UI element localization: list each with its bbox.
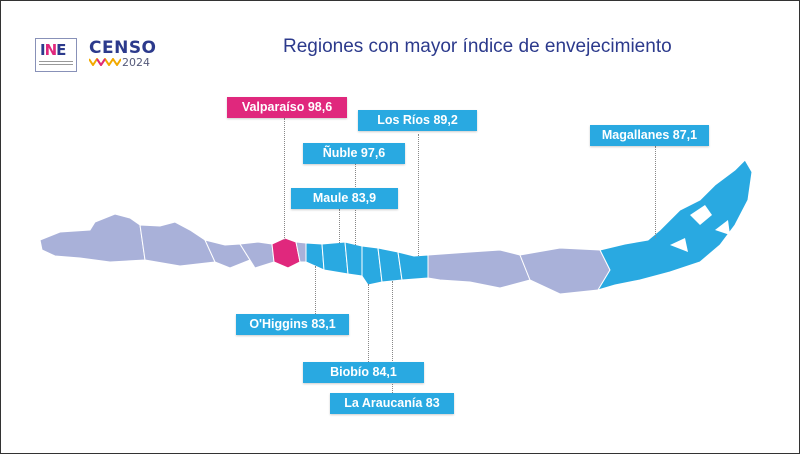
leader-line-biobio bbox=[368, 284, 369, 362]
leader-line-valparaiso bbox=[284, 118, 285, 240]
label-ohiggins: O'Higgins 83,1 bbox=[236, 314, 349, 335]
ine-logo: INE bbox=[35, 38, 77, 72]
label-valparaiso: Valparaíso 98,6 bbox=[227, 97, 347, 118]
leader-line-los-rios bbox=[418, 134, 419, 256]
region-arica-tarapaca bbox=[39, 213, 146, 263]
region-antofagasta bbox=[139, 221, 216, 267]
leader-line-araucania bbox=[392, 281, 393, 393]
region-magallanes bbox=[596, 159, 753, 291]
region-north bbox=[39, 213, 275, 269]
region-aysen bbox=[519, 247, 611, 295]
label-magallanes: Magallanes 87,1 bbox=[590, 125, 709, 146]
label-los-rios: Los Ríos 89,2 bbox=[358, 110, 477, 131]
censo-year: 2024 bbox=[122, 56, 150, 69]
magallanes-fjords bbox=[670, 205, 730, 252]
leader-line-maule bbox=[339, 209, 340, 243]
label-biobio: Biobío 84,1 bbox=[303, 362, 424, 383]
label-maule: Maule 83,9 bbox=[291, 188, 398, 209]
leader-line-magallanes bbox=[655, 146, 656, 238]
censo-zigzag-icon bbox=[89, 58, 121, 66]
leader-line-ohiggins bbox=[315, 266, 316, 314]
page-title: Regiones con mayor índice de envejecimie… bbox=[283, 36, 672, 57]
censo-logo: CENSO bbox=[89, 38, 157, 58]
label-araucania: La Araucanía 83 bbox=[330, 393, 454, 414]
label-nuble: Ñuble 97,6 bbox=[303, 143, 405, 164]
region-los-lagos bbox=[427, 249, 531, 289]
region-los-rios bbox=[397, 251, 429, 281]
region-biobio bbox=[361, 245, 383, 286]
region-nuble bbox=[344, 241, 363, 277]
region-maule bbox=[321, 241, 349, 275]
